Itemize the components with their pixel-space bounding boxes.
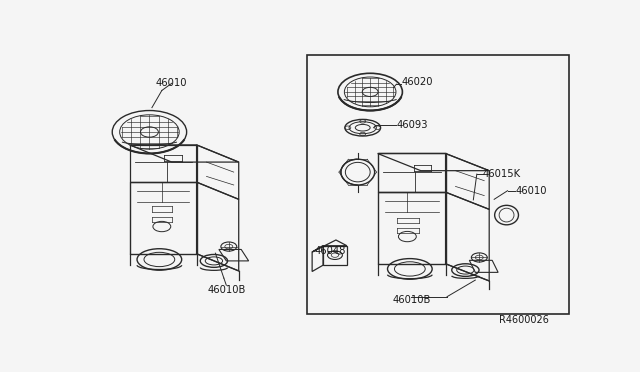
Text: 46015K: 46015K bbox=[483, 169, 521, 179]
Text: 46010B: 46010B bbox=[392, 295, 431, 305]
Text: 46010B: 46010B bbox=[207, 285, 246, 295]
Text: 46010: 46010 bbox=[515, 186, 547, 196]
Bar bbox=[307, 55, 568, 314]
Text: 46010: 46010 bbox=[156, 78, 188, 88]
Text: 46048: 46048 bbox=[314, 246, 346, 256]
Text: 46020: 46020 bbox=[401, 77, 433, 87]
Text: R4600026: R4600026 bbox=[499, 315, 549, 325]
Text: 46093: 46093 bbox=[396, 121, 428, 131]
